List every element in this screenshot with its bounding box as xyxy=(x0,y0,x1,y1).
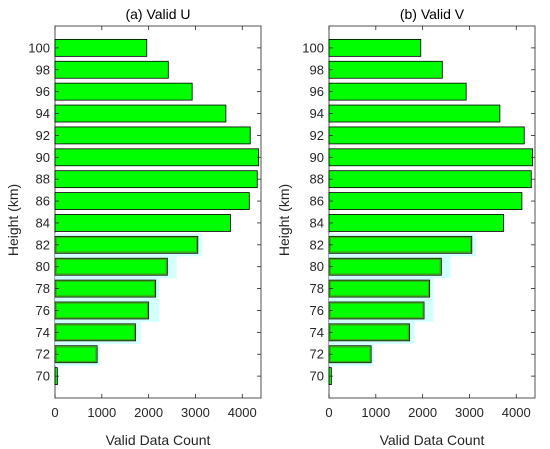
axes-frame xyxy=(328,25,536,399)
y-tick-label: 88 xyxy=(36,172,50,187)
bar xyxy=(54,126,251,145)
y-tick-label: 86 xyxy=(36,194,50,209)
x-tick-label: 3000 xyxy=(181,405,210,420)
bar xyxy=(54,345,98,364)
y-axis-label: Height (km) xyxy=(5,184,21,256)
x-tick-label: 2000 xyxy=(408,405,437,420)
y-tick-label: 96 xyxy=(36,84,50,99)
y-tick-label: 72 xyxy=(310,347,324,362)
y-tick-label: 92 xyxy=(36,128,50,143)
x-tick-label: 1000 xyxy=(87,405,116,420)
y-tick-label: 76 xyxy=(36,303,50,318)
bar xyxy=(328,104,501,123)
bar xyxy=(328,39,422,57)
y-tick-label: 78 xyxy=(36,281,50,296)
bar xyxy=(328,170,532,189)
y-tick-label: 100 xyxy=(28,40,50,55)
bar xyxy=(328,82,467,101)
y-tick-label: 78 xyxy=(310,281,324,296)
panel-valid-v: (b) Valid V Valid Data Count Height (km)… xyxy=(276,6,536,448)
panel-valid-u: (a) Valid U Valid Data Count Height (km)… xyxy=(5,6,262,448)
bar xyxy=(328,126,525,145)
y-tick-label: 80 xyxy=(310,259,324,274)
bar xyxy=(54,301,150,320)
x-axis-label: Valid Data Count xyxy=(106,432,211,448)
bar xyxy=(54,148,260,167)
y-tick-label: 74 xyxy=(310,325,324,340)
axes-frame xyxy=(54,25,262,399)
y-tick-label: 98 xyxy=(310,62,324,77)
y-tick-label: 70 xyxy=(36,369,50,384)
bar xyxy=(328,279,431,298)
y-tick-label: 76 xyxy=(310,303,324,318)
x-tick-label: 2000 xyxy=(134,405,163,420)
bar xyxy=(54,170,258,189)
y-tick-label: 86 xyxy=(310,194,324,209)
bar xyxy=(328,235,473,254)
y-tick-label: 84 xyxy=(310,215,324,230)
y-tick-label: 94 xyxy=(310,106,324,121)
x-tick-label: 0 xyxy=(51,405,58,420)
y-tick-label: 80 xyxy=(36,259,50,274)
x-tick-label: 4000 xyxy=(502,405,531,420)
x-tick-label: 4000 xyxy=(228,405,257,420)
x-tick-label: 1000 xyxy=(361,405,390,420)
bar xyxy=(54,104,227,123)
bar xyxy=(54,323,136,342)
x-tick-label: 0 xyxy=(325,405,332,420)
bar xyxy=(328,148,534,167)
bar xyxy=(54,82,193,101)
y-tick-label: 70 xyxy=(310,369,324,384)
y-tick-label: 92 xyxy=(310,128,324,143)
y-tick-label: 82 xyxy=(310,237,324,252)
y-tick-label: 88 xyxy=(310,172,324,187)
bar xyxy=(328,345,372,364)
bar xyxy=(328,192,523,210)
y-tick-label: 90 xyxy=(310,150,324,165)
bar xyxy=(54,214,231,232)
bar xyxy=(54,39,148,57)
bar xyxy=(54,279,157,298)
x-axis-label: Valid Data Count xyxy=(380,432,485,448)
bar xyxy=(54,235,199,254)
y-tick-label: 90 xyxy=(36,150,50,165)
bar xyxy=(54,257,168,276)
y-tick-label: 82 xyxy=(36,237,50,252)
chart-title: (a) Valid U xyxy=(125,6,190,22)
y-tick-label: 72 xyxy=(36,347,50,362)
bar xyxy=(328,257,442,276)
bar xyxy=(328,323,410,342)
y-axis-label: Height (km) xyxy=(276,184,292,256)
y-tick-label: 94 xyxy=(36,106,50,121)
y-tick-label: 74 xyxy=(36,325,50,340)
bar xyxy=(328,60,443,79)
y-tick-label: 98 xyxy=(36,62,50,77)
y-tick-label: 84 xyxy=(36,215,50,230)
x-tick-label: 3000 xyxy=(455,405,484,420)
y-tick-label: 96 xyxy=(310,84,324,99)
bar xyxy=(328,301,425,320)
chart-title: (b) Valid V xyxy=(400,6,465,22)
bar xyxy=(54,192,250,210)
y-tick-label: 100 xyxy=(302,40,324,55)
bar xyxy=(54,60,169,79)
bar xyxy=(328,214,505,232)
